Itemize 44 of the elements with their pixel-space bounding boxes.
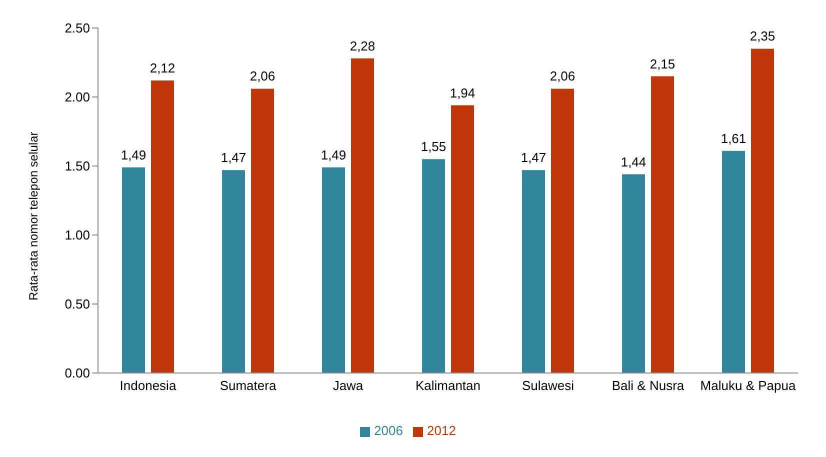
data-label: 1,55 bbox=[420, 139, 446, 154]
data-label: 1,49 bbox=[320, 147, 346, 162]
x-tick-label: Kalimantan bbox=[415, 378, 481, 394]
data-label: 1,49 bbox=[120, 147, 146, 162]
y-tick-label: 0.00 bbox=[64, 366, 90, 381]
x-tick-label: Jawa bbox=[332, 378, 364, 394]
bar bbox=[222, 170, 245, 373]
data-label: 2,06 bbox=[550, 68, 576, 84]
data-label: 2,15 bbox=[650, 56, 676, 72]
bar bbox=[151, 80, 174, 373]
x-tick-label: Sulawesi bbox=[522, 378, 574, 394]
bar bbox=[251, 88, 274, 373]
bar bbox=[522, 170, 545, 373]
x-tick-label: Indonesia bbox=[120, 378, 177, 394]
bar bbox=[622, 174, 645, 373]
data-label: 2,35 bbox=[750, 28, 776, 44]
bar bbox=[651, 76, 674, 373]
data-label: 1,61 bbox=[720, 130, 746, 146]
bar bbox=[322, 167, 345, 373]
y-axis-title: Rata-rata nomor telepon selular bbox=[26, 132, 40, 300]
legend-label: 2012 bbox=[427, 423, 456, 438]
bar bbox=[351, 58, 374, 373]
y-tick-label: 1.50 bbox=[64, 158, 90, 174]
data-label: 1,47 bbox=[220, 150, 246, 166]
x-tick-label: Maluku & Papua bbox=[700, 378, 796, 394]
data-label: 1,47 bbox=[520, 150, 546, 166]
bar bbox=[722, 150, 745, 373]
bar bbox=[551, 88, 574, 373]
x-tick-label: Bali & Nusra bbox=[612, 378, 685, 394]
bar bbox=[451, 105, 474, 373]
data-label: 2,06 bbox=[250, 68, 276, 84]
data-label: 2,12 bbox=[150, 60, 176, 76]
y-tick-label: 0.50 bbox=[64, 296, 90, 312]
bar bbox=[751, 48, 774, 373]
y-tick-label: 2.50 bbox=[64, 20, 90, 36]
y-tick-label: 2.00 bbox=[64, 90, 90, 105]
data-label: 2,28 bbox=[350, 38, 376, 54]
legend-label: 2006 bbox=[374, 423, 403, 438]
data-label: 1,94 bbox=[450, 85, 476, 100]
x-tick-label: Sumatera bbox=[220, 378, 277, 394]
data-label: 1,44 bbox=[620, 154, 646, 170]
bar bbox=[422, 159, 445, 373]
y-tick-label: 1.00 bbox=[64, 228, 90, 243]
bar bbox=[122, 167, 145, 373]
